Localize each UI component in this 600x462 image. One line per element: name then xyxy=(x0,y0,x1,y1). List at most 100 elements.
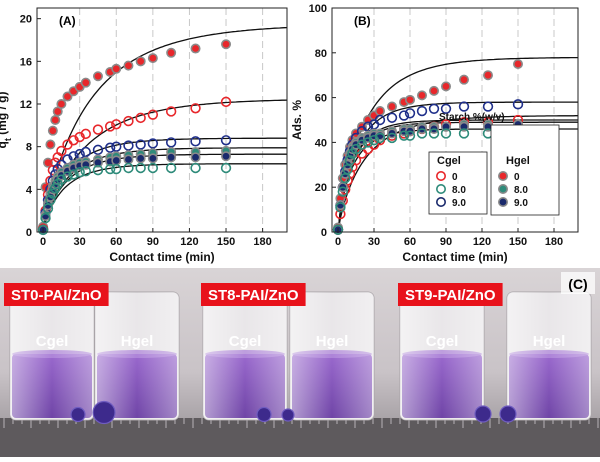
panel-a-point xyxy=(166,47,177,58)
panel-b-point xyxy=(416,90,427,101)
panel-a-point xyxy=(147,109,159,120)
panel-a-point xyxy=(42,157,53,168)
panel-a-point xyxy=(45,139,56,150)
panel-a-point xyxy=(123,115,134,127)
panel-a-point xyxy=(123,140,134,151)
panel-b-point xyxy=(404,94,415,105)
vial-cgel-label: Cgel xyxy=(36,333,69,350)
panel-a-point xyxy=(40,212,51,224)
legend-cgel-marker xyxy=(435,184,446,195)
panel-b-point xyxy=(458,101,470,112)
panel-a-point xyxy=(80,146,91,158)
panel-a-point xyxy=(68,135,79,146)
panel-b-point xyxy=(428,85,439,96)
panel-a-chart: 0 30 60 90 120 150 180 0 4 8 12 16 20 Contact time (m… xyxy=(0,7,288,264)
panel-a-point xyxy=(111,141,122,152)
panel-a-point xyxy=(166,152,177,163)
panel-b-xtick-label: 30 xyxy=(368,236,380,248)
panel-b-point xyxy=(512,99,524,110)
panel-b-point xyxy=(404,130,416,141)
panel-a-point xyxy=(135,56,146,67)
panel-b-point xyxy=(337,186,348,197)
legend-hgel-level: 9.0 xyxy=(514,198,528,209)
panel-a-point xyxy=(80,166,91,177)
panel-a-ytick-label: 16 xyxy=(20,56,32,68)
panel-b-point xyxy=(440,81,451,92)
panel-a-point xyxy=(74,167,85,178)
panel-a-point xyxy=(92,164,104,176)
panel-a-point xyxy=(220,135,232,146)
panel-b-point xyxy=(374,132,386,144)
panel-a-point xyxy=(123,154,134,165)
panel-b-ytick-label: 0 xyxy=(321,227,327,239)
panel-a-point xyxy=(50,157,61,168)
panel-b-xtick-label: 120 xyxy=(473,236,491,248)
panel-a-xtick-label: 30 xyxy=(74,236,86,248)
hydrogel-disk xyxy=(256,406,272,423)
panel-b-point xyxy=(416,128,428,139)
panel-b-fit-line xyxy=(337,56,578,233)
panel-a-xtick-label: 120 xyxy=(180,236,198,248)
panel-c-label-bg xyxy=(561,272,595,294)
sample-label: ST0-PAI/ZnO xyxy=(11,287,102,304)
legend-hgel-label: Hgel xyxy=(506,155,530,167)
panel-b-point xyxy=(335,202,346,213)
panel-a-point xyxy=(74,131,85,143)
panel-b-point xyxy=(356,139,368,150)
panel-a-point xyxy=(104,142,116,153)
legend-cgel-marker xyxy=(435,171,446,182)
panel-a-xtick-label: 0 xyxy=(40,236,46,248)
panel-b-point xyxy=(386,101,397,112)
panel-b-ylabel: Ads. % xyxy=(290,100,304,140)
legend-hgel-marker xyxy=(497,171,508,182)
panel-b-fit-line xyxy=(337,101,578,233)
panel-a-point xyxy=(135,112,146,124)
panel-b-point xyxy=(398,130,410,141)
panel-a-point xyxy=(220,96,232,108)
panel-a-point xyxy=(92,157,103,168)
panel-a-fit-line xyxy=(42,26,288,233)
panel-a-point xyxy=(190,162,201,174)
panel-b-point xyxy=(482,70,493,81)
panel-b-point xyxy=(386,112,398,123)
vial-hgel-label: Hgel xyxy=(121,333,154,350)
panel-a-ytick-label: 4 xyxy=(26,184,33,196)
panel-b-point xyxy=(428,128,440,139)
vial-highlight xyxy=(400,292,484,420)
panel-b-point xyxy=(386,132,398,144)
panel-b-label: (B) xyxy=(354,14,371,28)
panel-b-point xyxy=(332,224,344,235)
panel-b-xtick-label: 60 xyxy=(404,236,416,248)
legend-hgel-level: 8.0 xyxy=(514,185,528,196)
panel-a-point xyxy=(56,174,67,185)
panel-b-xlabel: Contact time (min) xyxy=(402,250,507,264)
panel-a-point xyxy=(147,153,158,164)
panel-a-point xyxy=(111,163,122,175)
panel-a-point xyxy=(111,63,122,74)
panel-a-point xyxy=(45,194,56,206)
panel-a-label: (A) xyxy=(59,14,76,28)
vial-highlight xyxy=(507,292,591,420)
panel-b-point xyxy=(482,101,494,112)
vial-highlight xyxy=(95,292,179,420)
panel-b-point xyxy=(416,105,428,117)
panel-a-point xyxy=(135,139,146,150)
vial-cgel-label: Cgel xyxy=(426,333,459,350)
hydrogel-disk xyxy=(70,406,86,423)
panel-b-point xyxy=(344,155,356,166)
panel-a-xtick-label: 60 xyxy=(110,236,122,248)
panel-a-point xyxy=(165,106,177,117)
vial-highlight xyxy=(10,292,94,420)
panel-b-xtick-label: 180 xyxy=(545,236,563,248)
vial-highlight xyxy=(203,292,287,420)
panel-b-ytick-label: 60 xyxy=(315,93,327,105)
panel-a-ytick-label: 8 xyxy=(26,142,32,154)
panel-a-ytick-label: 0 xyxy=(26,227,32,239)
vial-cgel-label: Cgel xyxy=(229,333,262,350)
panel-a-ytick-label: 12 xyxy=(20,99,32,111)
panel-b-frame xyxy=(331,7,579,233)
panel-a-ylabel: qt (mg / g) xyxy=(0,91,13,148)
panel-b-point xyxy=(374,114,386,126)
panel-a-point xyxy=(135,162,146,174)
sample-label-box xyxy=(398,283,503,306)
